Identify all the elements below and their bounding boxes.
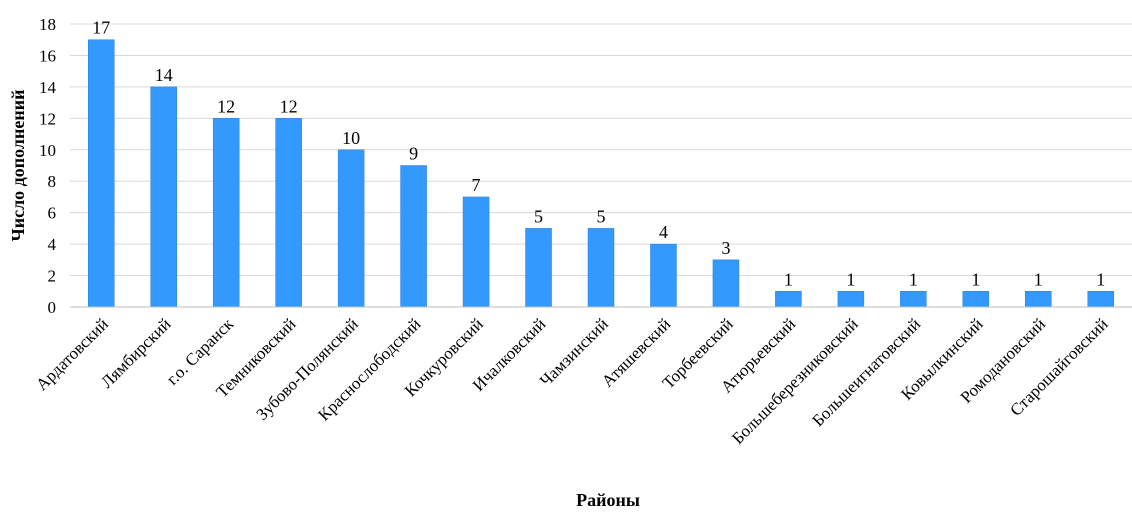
y-tick-label: 12 [39, 109, 56, 128]
y-tick-label: 6 [48, 204, 57, 223]
bar [87, 39, 115, 308]
data-labels: 17 14 12 12 10 9 7 5 5 4 3 1 1 1 1 1 1 [92, 18, 1105, 290]
data-label: 1 [1096, 269, 1105, 289]
data-label: 4 [659, 222, 668, 242]
y-axis-title: Число дополнений [8, 90, 28, 242]
x-category-label: Большеберезниковский [728, 314, 862, 448]
bar [1087, 291, 1115, 308]
data-label: 14 [155, 65, 173, 85]
y-tick-label: 14 [39, 78, 57, 97]
y-tick-label: 18 [39, 15, 56, 34]
x-axis-title: Районы [576, 490, 640, 510]
bar [712, 259, 740, 308]
y-tick-label: 2 [48, 267, 57, 286]
bar [650, 243, 677, 308]
data-label: 10 [342, 128, 360, 148]
bar [1025, 291, 1052, 308]
bars [87, 39, 1115, 308]
bar [400, 165, 427, 308]
bar [775, 291, 802, 308]
y-tick-label: 10 [39, 141, 56, 160]
bar [587, 228, 615, 308]
data-label: 12 [280, 96, 298, 116]
y-tick-label: 16 [39, 46, 56, 65]
data-label: 1 [784, 269, 793, 289]
bar [150, 86, 177, 308]
data-label: 12 [217, 96, 235, 116]
y-tick-label: 0 [48, 298, 57, 317]
y-axis-ticks: 0 2 4 6 8 10 12 14 16 18 [39, 15, 57, 317]
data-label: 1 [1034, 269, 1043, 289]
bar [900, 291, 927, 308]
y-tick-label: 4 [48, 235, 57, 254]
gridlines [70, 23, 1132, 277]
data-label: 1 [909, 269, 918, 289]
bar [525, 228, 552, 308]
data-label: 5 [534, 206, 543, 226]
y-tick-label: 8 [48, 172, 57, 191]
data-label: 5 [597, 206, 606, 226]
bar [212, 118, 240, 308]
data-label: 17 [92, 18, 110, 38]
bar [275, 118, 302, 308]
bar [462, 196, 490, 308]
data-label: 1 [846, 269, 855, 289]
bar [962, 291, 990, 308]
bar [337, 149, 365, 308]
data-label: 3 [721, 238, 730, 258]
x-category-label: Большеигнатовский [808, 314, 924, 430]
data-label: 9 [409, 144, 418, 164]
data-label: 1 [971, 269, 980, 289]
data-label: 7 [472, 175, 481, 195]
bar [837, 291, 865, 308]
